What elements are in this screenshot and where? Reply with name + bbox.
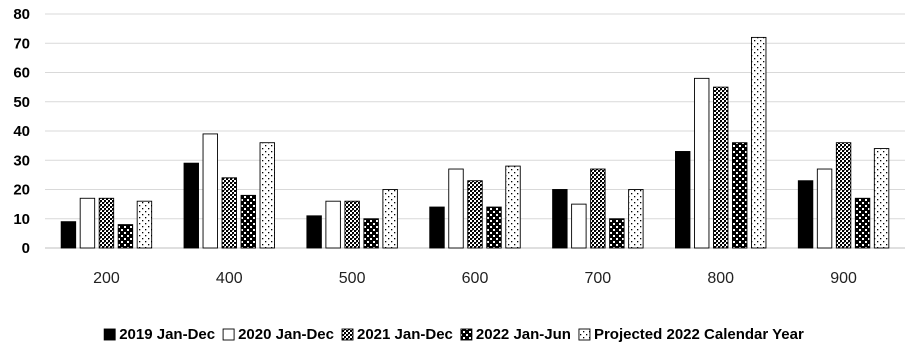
bars [60, 36, 890, 249]
x-tick-label: 200 [93, 270, 120, 287]
bar [306, 215, 322, 249]
x-tick-label: 700 [585, 270, 612, 287]
y-tick-label: 40 [13, 123, 30, 140]
bar [571, 203, 587, 249]
bar [202, 133, 218, 249]
bar [60, 221, 77, 249]
bar [694, 77, 710, 249]
bar [79, 197, 96, 249]
bar [486, 206, 502, 249]
legend: 2019 Jan-Dec 2020 Jan-Dec 2021 Jan-Dec 2022… [103, 326, 804, 343]
y-tick-label: 60 [13, 65, 30, 82]
legend-swatch [460, 328, 473, 341]
bar [117, 224, 134, 249]
bar [628, 189, 644, 249]
x-tick-label: 600 [462, 270, 489, 287]
bar [325, 200, 341, 249]
legend-swatch [103, 328, 116, 341]
y-tick-label: 0 [22, 240, 30, 257]
bar [448, 168, 464, 249]
bar [467, 180, 483, 249]
bar [835, 142, 852, 249]
bar [259, 142, 275, 249]
bar [344, 200, 360, 249]
bar [382, 189, 398, 249]
legend-label: 2022 Jan-Jun [476, 326, 571, 343]
bar [552, 189, 568, 249]
x-tick-label: 500 [339, 270, 366, 287]
x-tick-label: 900 [830, 270, 857, 287]
y-tick-label: 10 [13, 211, 30, 228]
bar [98, 197, 115, 249]
bar [240, 194, 256, 249]
y-tick-label: 30 [13, 152, 30, 169]
x-tick-label: 400 [216, 270, 243, 287]
bar [854, 197, 871, 249]
bar [816, 168, 833, 249]
bar [873, 148, 890, 249]
bar [136, 200, 153, 249]
bar [183, 162, 199, 249]
bar [429, 206, 445, 249]
x-tick-label: 800 [707, 270, 734, 287]
bar [221, 177, 237, 249]
y-tick-label: 80 [13, 6, 30, 23]
y-tick-label: 70 [13, 35, 30, 52]
legend-label: 2020 Jan-Dec [238, 326, 334, 343]
y-tick-label: 50 [13, 94, 30, 111]
y-axis-ticks: 0 10 20 30 40 50 60 70 80 [13, 6, 30, 257]
legend-swatch [578, 328, 591, 341]
legend-label: 2021 Jan-Dec [357, 326, 453, 343]
bar [675, 151, 691, 249]
bar [505, 165, 521, 249]
bar [590, 168, 606, 249]
legend-label: 2019 Jan-Dec [119, 326, 215, 343]
bar [363, 218, 379, 249]
legend-swatch [341, 328, 354, 341]
bar [732, 142, 748, 249]
bar [797, 180, 814, 249]
bar [751, 36, 767, 249]
legend-swatch [222, 328, 235, 341]
legend-label: Projected 2022 Calendar Year [594, 326, 804, 343]
bar [713, 86, 729, 249]
x-axis-ticks: 200 400 500 600 700 800 900 [93, 270, 857, 287]
bar [609, 218, 625, 249]
y-tick-label: 20 [13, 182, 30, 199]
